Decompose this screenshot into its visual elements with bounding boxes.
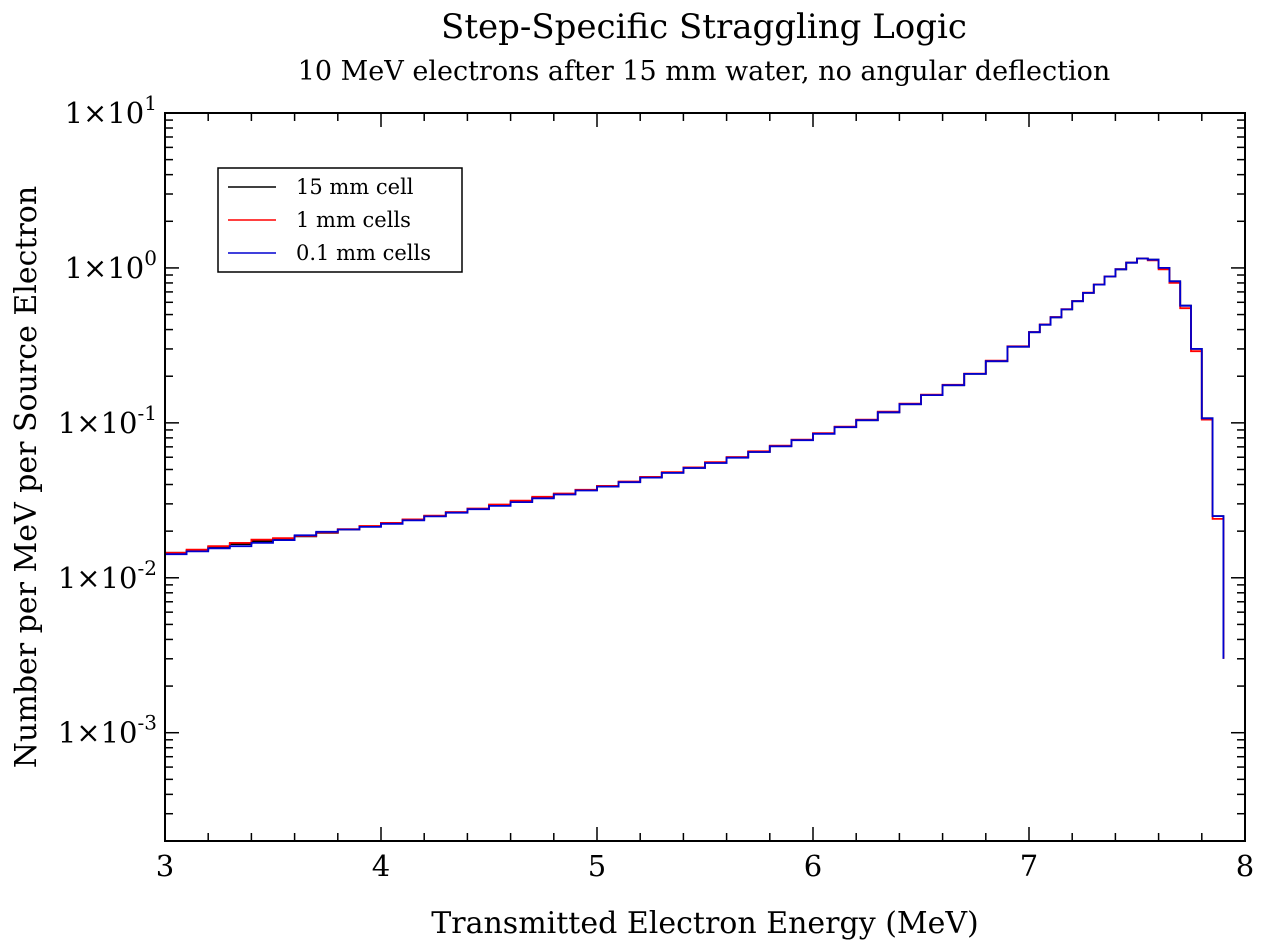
legend-label-15mm: 15 mm cell	[296, 175, 414, 199]
series-line-0	[165, 257, 1225, 659]
x-tick-label: 8	[1236, 849, 1254, 883]
legend-label-1mm: 1 mm cells	[296, 208, 411, 232]
plot-frame	[164, 112, 1246, 842]
x-tick-label: 4	[372, 849, 390, 883]
y-axis-label: Number per MeV per Source Electron	[9, 186, 44, 768]
y-tick-label-exponent: 1	[144, 91, 157, 115]
y-tick-label-base: 1×10	[58, 561, 138, 595]
series-layer	[165, 257, 1225, 659]
y-tick-label-exponent: -3	[138, 711, 157, 735]
chart-subtitle: 10 MeV electrons after 15 mm water, no a…	[298, 56, 1111, 87]
legend: 15 mm cell 1 mm cells 0.1 mm cells	[217, 167, 463, 273]
x-tick-label: 7	[1020, 849, 1038, 883]
y-tick-label-exponent: 0	[144, 246, 157, 270]
y-tick-label-exponent: -2	[138, 556, 157, 580]
series-line-2	[165, 257, 1225, 659]
y-tick-label-base: 1×10	[58, 406, 138, 440]
y-tick-label: 1×100	[65, 246, 157, 285]
y-tick-label: 1×10-2	[58, 556, 157, 595]
x-tick-label: 3	[156, 849, 174, 883]
y-tick-label-exponent: -1	[138, 401, 157, 425]
y-tick-label-base: 1×10	[58, 716, 138, 750]
x-axis: 3 4 5 6 7 8	[156, 113, 1254, 883]
y-tick-label: 1×10-1	[58, 401, 157, 440]
legend-label-01mm: 0.1 mm cells	[296, 241, 431, 265]
y-tick-label: 1×101	[65, 91, 157, 130]
x-tick-label: 6	[804, 849, 822, 883]
series-line-1	[165, 257, 1225, 659]
x-tick-label: 5	[588, 849, 606, 883]
chart-title: Step-Specific Straggling Logic	[441, 7, 967, 47]
x-axis-label: Transmitted Electron Energy (MeV)	[431, 906, 979, 941]
y-tick-label-base: 1×10	[65, 251, 145, 285]
y-tick-label-base: 1×10	[65, 96, 145, 130]
y-tick-label: 1×10-3	[58, 711, 157, 750]
